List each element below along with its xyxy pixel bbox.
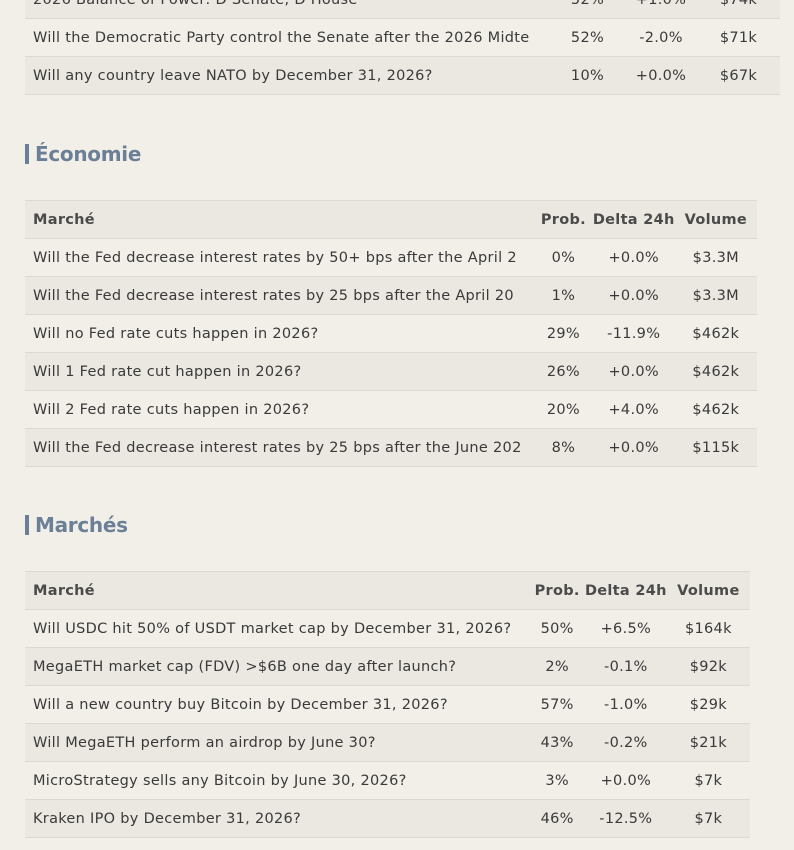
probability: 57%: [529, 685, 585, 724]
market-question[interactable]: Will the Fed decrease interest rates by …: [25, 276, 534, 315]
market-question[interactable]: Will the Fed decrease interest rates by …: [25, 238, 534, 277]
column-header-market[interactable]: Marché: [25, 200, 534, 239]
probability: 26%: [533, 352, 593, 391]
table-row[interactable]: Will a new country buy Bitcoin by Decemb…: [25, 685, 750, 724]
market-question[interactable]: Will 2 Fed rate cuts happen in 2026?: [25, 390, 534, 429]
volume: $71k: [697, 18, 780, 57]
volume: $7k: [666, 761, 750, 800]
probability: 46%: [529, 799, 585, 838]
probability: 0%: [533, 238, 593, 277]
volume: $29k: [666, 685, 750, 724]
probability: 52%: [550, 0, 625, 19]
delta-24h: -11.9%: [592, 314, 675, 353]
column-header-prob[interactable]: Prob.: [529, 571, 585, 610]
market-question[interactable]: Will USDC hit 50% of USDT market cap by …: [25, 609, 530, 648]
delta-24h: +0.0%: [625, 56, 697, 95]
column-header-delta[interactable]: Delta 24h: [592, 200, 675, 239]
market-question[interactable]: Will no Fed rate cuts happen in 2026?: [25, 314, 534, 353]
table-row[interactable]: MicroStrategy sells any Bitcoin by June …: [25, 761, 750, 800]
table-header-row: Marché Prob. Delta 24h Volume: [25, 200, 757, 239]
section-title-markets: Marchés: [25, 515, 128, 535]
market-question[interactable]: Will any country leave NATO by December …: [25, 56, 550, 95]
volume: $164k: [666, 609, 750, 648]
economy-table: Marché Prob. Delta 24h Volume Will the F…: [25, 200, 757, 467]
delta-24h: +0.0%: [584, 761, 667, 800]
probability: 1%: [533, 276, 593, 315]
delta-24h: -0.2%: [584, 723, 667, 762]
delta-24h: +0.0%: [592, 276, 675, 315]
probability: 20%: [533, 390, 593, 429]
column-header-volume[interactable]: Volume: [666, 571, 750, 610]
market-question[interactable]: Kraken IPO by December 31, 2026?: [25, 799, 530, 838]
politics-table: 2026 Balance of Power: D Senate, D House…: [25, 0, 780, 95]
volume: $462k: [674, 314, 757, 353]
volume: $462k: [674, 390, 757, 429]
probability: 50%: [529, 609, 585, 648]
probability: 52%: [550, 18, 625, 57]
table-row[interactable]: Will 2 Fed rate cuts happen in 2026? 20%…: [25, 390, 757, 429]
market-question[interactable]: Will the Fed decrease interest rates by …: [25, 428, 534, 467]
probability: 29%: [533, 314, 593, 353]
section-title-economy: Économie: [25, 144, 141, 164]
table-row[interactable]: MegaETH market cap (FDV) >$6B one day af…: [25, 647, 750, 686]
volume: $115k: [674, 428, 757, 467]
delta-24h: +1.0%: [625, 0, 697, 19]
column-header-delta[interactable]: Delta 24h: [584, 571, 667, 610]
table-row[interactable]: Will USDC hit 50% of USDT market cap by …: [25, 609, 750, 648]
probability: 3%: [529, 761, 585, 800]
delta-24h: -1.0%: [584, 685, 667, 724]
table-row[interactable]: Will the Fed decrease interest rates by …: [25, 238, 757, 277]
table-row[interactable]: Kraken IPO by December 31, 2026? 46% -12…: [25, 799, 750, 838]
delta-24h: -2.0%: [625, 18, 697, 57]
table-row[interactable]: Will no Fed rate cuts happen in 2026? 29…: [25, 314, 757, 353]
market-question[interactable]: Will the Democratic Party control the Se…: [25, 18, 550, 57]
volume: $7k: [666, 799, 750, 838]
table-row[interactable]: Will the Fed decrease interest rates by …: [25, 276, 757, 315]
volume: $74k: [697, 0, 780, 19]
column-header-volume[interactable]: Volume: [674, 200, 757, 239]
table-row[interactable]: Will the Democratic Party control the Se…: [25, 18, 780, 57]
table-row[interactable]: 2026 Balance of Power: D Senate, D House…: [25, 0, 780, 19]
market-question[interactable]: 2026 Balance of Power: D Senate, D House: [25, 0, 550, 19]
table-row[interactable]: Will 1 Fed rate cut happen in 2026? 26% …: [25, 352, 757, 391]
delta-24h: +4.0%: [592, 390, 675, 429]
delta-24h: -0.1%: [584, 647, 667, 686]
column-header-market[interactable]: Marché: [25, 571, 530, 610]
column-header-prob[interactable]: Prob.: [533, 200, 593, 239]
volume: $92k: [666, 647, 750, 686]
markets-table: Marché Prob. Delta 24h Volume Will USDC …: [25, 571, 750, 838]
table-row[interactable]: Will MegaETH perform an airdrop by June …: [25, 723, 750, 762]
probability: 8%: [533, 428, 593, 467]
delta-24h: -12.5%: [584, 799, 667, 838]
volume: $3.3M: [674, 238, 757, 277]
delta-24h: +6.5%: [584, 609, 667, 648]
table-header-row: Marché Prob. Delta 24h Volume: [25, 571, 750, 610]
probability: 10%: [550, 56, 625, 95]
market-question[interactable]: MicroStrategy sells any Bitcoin by June …: [25, 761, 530, 800]
volume: $21k: [666, 723, 750, 762]
volume: $462k: [674, 352, 757, 391]
delta-24h: +0.0%: [592, 428, 675, 467]
delta-24h: +0.0%: [592, 238, 675, 277]
market-question[interactable]: Will 1 Fed rate cut happen in 2026?: [25, 352, 534, 391]
probability: 43%: [529, 723, 585, 762]
volume: $67k: [697, 56, 780, 95]
market-question[interactable]: MegaETH market cap (FDV) >$6B one day af…: [25, 647, 530, 686]
table-row[interactable]: Will any country leave NATO by December …: [25, 56, 780, 95]
volume: $3.3M: [674, 276, 757, 315]
market-question[interactable]: Will MegaETH perform an airdrop by June …: [25, 723, 530, 762]
delta-24h: +0.0%: [592, 352, 675, 391]
probability: 2%: [529, 647, 585, 686]
market-question[interactable]: Will a new country buy Bitcoin by Decemb…: [25, 685, 530, 724]
table-row[interactable]: Will the Fed decrease interest rates by …: [25, 428, 757, 467]
